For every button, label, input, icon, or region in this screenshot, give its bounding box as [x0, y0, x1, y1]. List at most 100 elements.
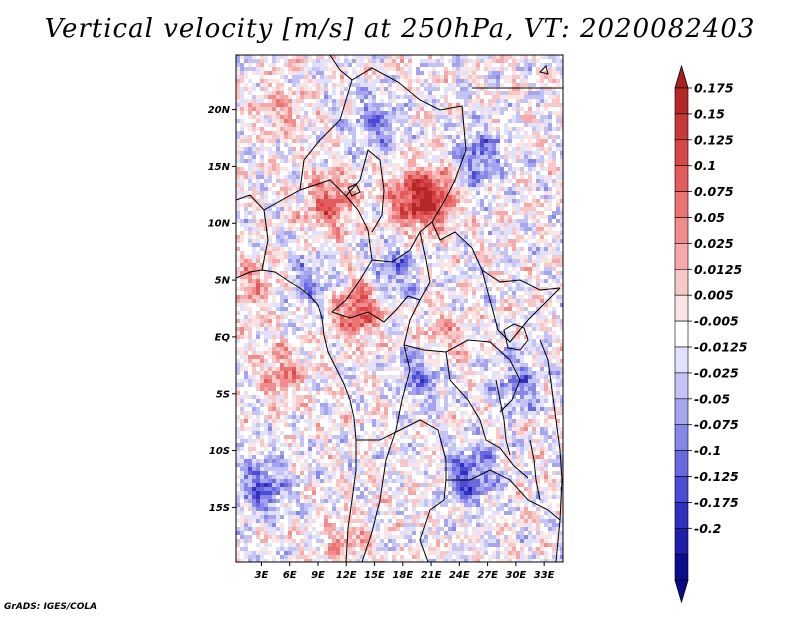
field-cell: [360, 251, 364, 255]
field-cell: [368, 91, 372, 95]
field-cell: [432, 123, 436, 127]
field-cell: [508, 127, 512, 131]
field-cell: [548, 179, 552, 183]
field-cell: [380, 231, 384, 235]
field-cell: [424, 63, 428, 67]
field-cell: [380, 131, 384, 135]
field-cell: [552, 111, 556, 115]
field-cell: [384, 111, 388, 115]
field-cell: [496, 87, 500, 91]
field-cell: [308, 115, 312, 119]
field-cell: [324, 287, 328, 291]
field-cell: [276, 243, 280, 247]
field-cell: [280, 259, 284, 263]
field-cell: [372, 211, 376, 215]
field-cell: [300, 87, 304, 91]
field-cell: [296, 119, 300, 123]
field-cell: [348, 95, 352, 99]
field-cell: [524, 227, 528, 231]
field-cell: [480, 159, 484, 163]
field-cell: [328, 111, 332, 115]
field-cell: [420, 199, 424, 203]
field-cell: [492, 247, 496, 251]
field-cell: [460, 103, 464, 107]
field-cell: [484, 291, 488, 295]
field-cell: [560, 167, 563, 171]
field-cell: [560, 159, 563, 163]
field-cell: [488, 143, 492, 147]
field-cell: [256, 219, 260, 223]
field-cell: [456, 271, 460, 275]
field-cell: [476, 119, 480, 123]
field-cell: [380, 279, 384, 283]
field-cell: [476, 147, 480, 151]
field-cell: [252, 147, 256, 151]
field-cell: [288, 171, 292, 175]
field-cell: [508, 151, 512, 155]
field-cell: [340, 227, 344, 231]
field-cell: [440, 63, 444, 67]
field-cell: [480, 275, 484, 279]
field-cell: [328, 119, 332, 123]
field-cell: [260, 191, 264, 195]
field-cell: [336, 255, 340, 259]
field-cell: [360, 183, 364, 187]
field-cell: [476, 167, 480, 171]
field-cell: [304, 255, 308, 259]
field-cell: [264, 175, 268, 179]
field-cell: [252, 287, 256, 291]
field-cell: [308, 127, 312, 131]
field-cell: [544, 59, 548, 63]
field-cell: [316, 199, 320, 203]
field-cell: [440, 75, 444, 79]
field-cell: [372, 247, 376, 251]
field-cell: [240, 175, 244, 179]
field-cell: [464, 271, 468, 275]
field-cell: [280, 295, 284, 299]
field-cell: [404, 155, 408, 159]
field-cell: [256, 79, 260, 83]
field-cell: [328, 227, 332, 231]
field-cell: [324, 175, 328, 179]
field-cell: [528, 243, 532, 247]
field-cell: [388, 83, 392, 87]
field-cell: [476, 295, 480, 299]
field-cell: [492, 259, 496, 263]
field-cell: [384, 227, 388, 231]
field-cell: [364, 275, 368, 279]
field-cell: [292, 251, 296, 255]
field-cell: [500, 91, 504, 95]
field-cell: [352, 215, 356, 219]
field-cell: [548, 151, 552, 155]
field-cell: [308, 179, 312, 183]
field-cell: [324, 115, 328, 119]
field-cell: [432, 75, 436, 79]
field-cell: [440, 171, 444, 175]
field-cell: [292, 179, 296, 183]
field-cell: [364, 183, 368, 187]
field-cell: [540, 223, 544, 227]
field-cell: [416, 227, 420, 231]
field-cell: [388, 59, 392, 63]
field-cell: [316, 251, 320, 255]
field-cell: [380, 103, 384, 107]
field-cell: [280, 75, 284, 79]
field-cell: [348, 203, 352, 207]
field-cell: [304, 163, 308, 167]
field-cell: [364, 127, 368, 131]
field-cell: [292, 103, 296, 107]
field-cell: [268, 87, 272, 91]
field-cell: [468, 135, 472, 139]
field-cell: [392, 163, 396, 167]
field-cell: [348, 235, 352, 239]
field-cell: [416, 95, 420, 99]
field-cell: [296, 203, 300, 207]
field-cell: [480, 83, 484, 87]
field-cell: [420, 91, 424, 95]
field-cell: [244, 243, 248, 247]
field-cell: [524, 67, 528, 71]
field-cell: [552, 147, 556, 151]
field-cell: [436, 219, 440, 223]
field-cell: [556, 251, 560, 255]
field-cell: [244, 235, 248, 239]
